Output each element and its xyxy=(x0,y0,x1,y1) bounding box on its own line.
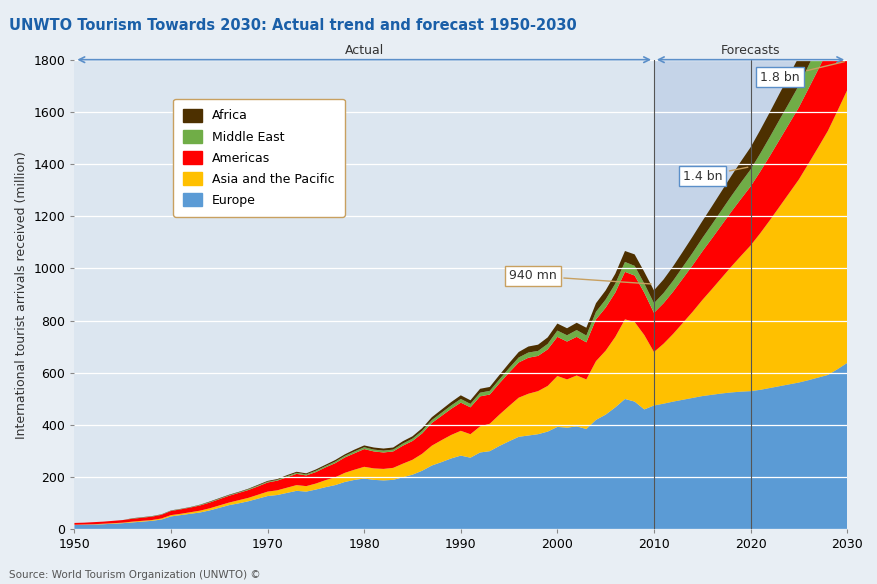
Bar xyxy=(653,60,846,530)
Text: UNWTO Tourism Towards 2030: Actual trend and forecast 1950-2030: UNWTO Tourism Towards 2030: Actual trend… xyxy=(9,18,576,33)
Text: Forecasts: Forecasts xyxy=(720,44,780,57)
Text: 1.4 bn: 1.4 bn xyxy=(682,167,747,183)
Text: Actual: Actual xyxy=(344,44,383,57)
Text: Source: World Tourism Organization (UNWTO) ©: Source: World Tourism Organization (UNWT… xyxy=(9,570,260,580)
Text: 940 mn: 940 mn xyxy=(509,269,651,284)
Text: 1.8 bn: 1.8 bn xyxy=(759,62,844,84)
Y-axis label: International tourist arrivals received (million): International tourist arrivals received … xyxy=(15,151,28,439)
Legend: Africa, Middle East, Americas, Asia and the Pacific, Europe: Africa, Middle East, Americas, Asia and … xyxy=(174,99,345,217)
